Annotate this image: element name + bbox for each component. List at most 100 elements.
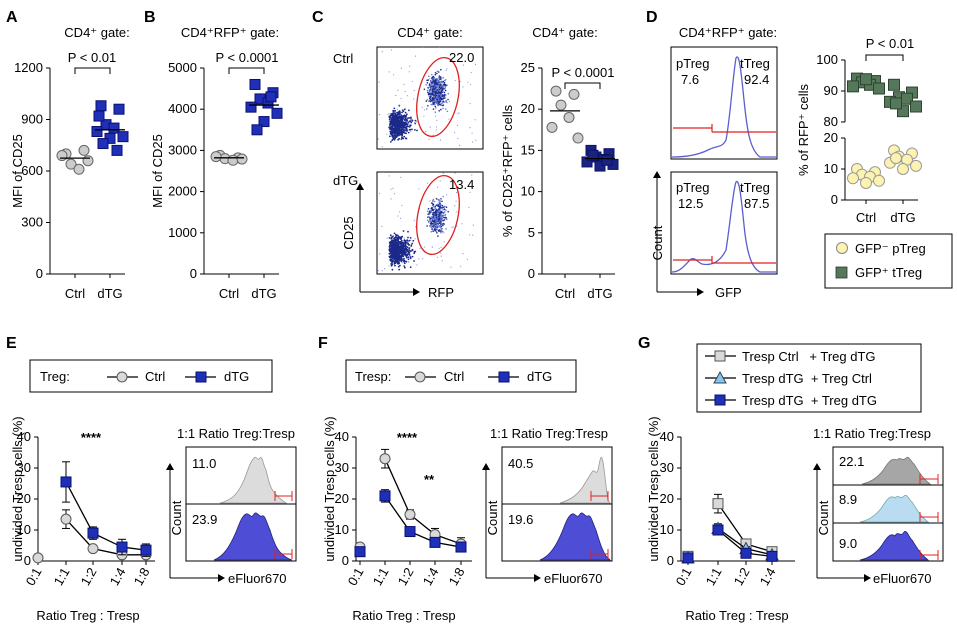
flow-event — [411, 242, 414, 245]
flow-event — [427, 208, 430, 210]
flow-event — [444, 218, 446, 220]
flow-event — [391, 119, 393, 121]
inset-f-x-arrow — [534, 574, 541, 582]
sig-e: **** — [81, 430, 102, 445]
flow-event — [441, 223, 443, 226]
flow-event — [401, 262, 403, 264]
flow-event — [432, 108, 435, 110]
point-F-dTG — [429, 536, 441, 548]
flow-event — [434, 225, 437, 227]
flow-dots-dtg — [377, 172, 474, 272]
flow-event — [441, 93, 443, 96]
x-tick-label-F: 1:1 — [370, 565, 392, 588]
inset-g-hist-3 — [859, 531, 930, 561]
flow-event — [429, 126, 431, 128]
point-d-GFP⁺ tTreg — [910, 100, 922, 113]
inset-e-value-top: 11.0 — [192, 456, 216, 471]
flow-event — [393, 262, 396, 265]
inset-e-axis — [169, 470, 218, 579]
x-tick-label-E: 1:8 — [131, 565, 153, 588]
flow-event — [432, 200, 434, 202]
flow-event — [432, 229, 435, 231]
flow-event — [456, 124, 459, 126]
flow-event — [442, 97, 445, 100]
flow-event — [426, 79, 428, 82]
legend-g-label-3: Tresp dTG + Treg dTG — [742, 393, 877, 408]
flow-event — [381, 225, 383, 227]
line-plot-e: 0 10 20 30 40 0:1 1:1 1:2 1:4 1:8 undivided Tresp … — [10, 416, 155, 623]
flow-event — [393, 116, 396, 119]
flow-event — [415, 226, 417, 228]
legend-e-title: Treg: — [40, 369, 70, 384]
flow-event — [402, 251, 405, 254]
flow-event — [403, 242, 406, 245]
flow-event — [393, 107, 396, 110]
legend-e-box — [29, 359, 273, 393]
flow-event — [429, 219, 431, 221]
y-axis-label-A: MFI of CD25 — [10, 134, 25, 208]
flow-event — [429, 98, 432, 101]
flow-event — [435, 204, 438, 206]
legend-f-label-dtg: dTG — [527, 369, 552, 384]
flow-event — [429, 213, 431, 215]
flow-event — [431, 98, 434, 100]
inset-f-ylabel: Count — [485, 500, 500, 535]
flow-event — [444, 213, 447, 216]
point-A-dTG — [95, 100, 107, 112]
flow-event — [395, 113, 398, 115]
inset-e-ylabel: Count — [169, 500, 184, 535]
point-E-Ctrl — [32, 552, 44, 564]
inset-f-xlabel: eFluor670 — [544, 571, 603, 586]
flow-event — [407, 236, 409, 239]
point-E-dTG — [116, 541, 128, 553]
flow-event — [435, 219, 437, 221]
y-tick-label-C: 20 — [521, 101, 535, 116]
flow-event — [469, 103, 471, 105]
y-tick-label-B: 1000 — [168, 225, 197, 240]
flow-event — [447, 92, 450, 95]
scatter-plot-c: 0 5 10 15 20 25 Ctrl dTG % of CD25⁺RFP⁺ cells — [500, 60, 619, 301]
flow-event — [442, 76, 445, 79]
flow-event — [390, 113, 393, 115]
y-tick-label-A: 300 — [21, 215, 43, 230]
flow-event — [440, 203, 442, 206]
point-d-GFP⁺ tTreg — [888, 78, 900, 91]
flow-event — [434, 79, 437, 82]
legend-e-marker-ctrl — [116, 371, 128, 383]
flow-event — [436, 126, 438, 128]
inset-f-value-bottom: 19.6 — [508, 512, 533, 527]
point-C-Ctrl — [572, 132, 584, 144]
flow-event — [434, 225, 437, 228]
flow-event — [391, 245, 394, 248]
flow-event — [430, 211, 432, 213]
legend-f-label-ctrl: Ctrl — [444, 369, 464, 384]
point-C-dTG — [587, 149, 599, 161]
stat-c: P < 0.0001 — [551, 65, 614, 80]
flow-event — [440, 198, 442, 200]
flow-event — [388, 126, 391, 128]
flow-event — [458, 144, 461, 146]
flow-x-arrow-c — [413, 288, 420, 296]
point-d-GFP⁻ pTreg — [890, 152, 902, 165]
flow-event — [391, 268, 394, 271]
flow-event — [404, 128, 406, 130]
legend-f-title: Tresp: — [355, 369, 391, 384]
flow-event — [433, 99, 436, 101]
flow-event — [435, 82, 438, 84]
flow-event — [448, 118, 450, 120]
flow-event — [443, 88, 445, 90]
flow-event — [431, 87, 434, 89]
flow-event — [431, 228, 433, 230]
flow-event — [388, 237, 391, 239]
flow-event — [388, 247, 391, 249]
flow-event — [440, 225, 443, 228]
flow-event — [403, 130, 405, 133]
flow-event — [438, 76, 440, 78]
inset-f-gate-top — [590, 491, 609, 501]
x-tick-label-G: 1:2 — [731, 565, 753, 588]
flow-event — [445, 209, 447, 212]
flow-event — [378, 114, 381, 116]
legend-d-marker-ttreg — [835, 266, 848, 279]
flow-event — [398, 112, 401, 115]
flow-ylabel-c: CD25 — [341, 216, 356, 249]
